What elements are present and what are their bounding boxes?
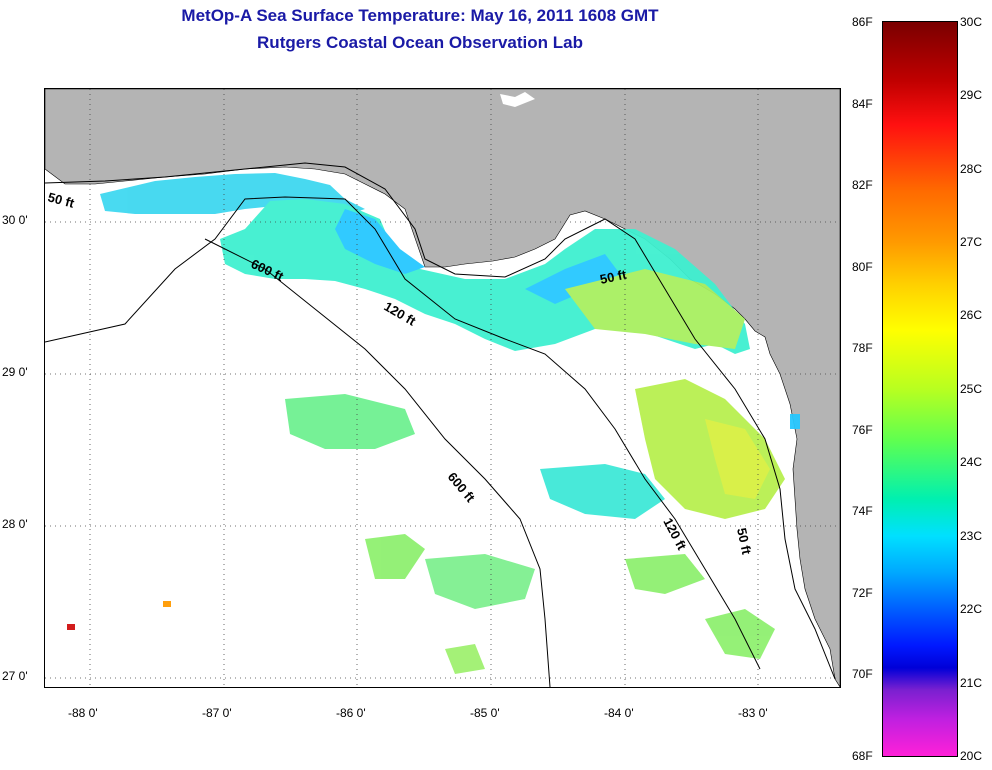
colorbar-c-label: 26C [960, 308, 983, 322]
colorbar-c-label: 25C [960, 382, 983, 396]
colorbar-f-label: 82F [852, 178, 873, 192]
contour-label: 50 ft [734, 527, 754, 557]
colorbar-c-label: 20C [960, 749, 983, 763]
colorbar-c-label: 29C [960, 88, 983, 102]
lat-label: 28 0' [2, 517, 28, 531]
sst-patches [67, 173, 800, 674]
colorbar-c-label: 22C [960, 602, 983, 616]
colorbar-c-label: 30C [960, 15, 983, 29]
colorbar-f-label: 68F [852, 749, 873, 763]
lon-label: -88 0' [68, 706, 98, 720]
contour-label: 120 ft [660, 515, 690, 553]
contour-label: 600 ft [445, 469, 479, 505]
temperature-colorbar [882, 21, 958, 757]
lon-label: -87 0' [202, 706, 232, 720]
colorbar-f-label: 76F [852, 423, 873, 437]
colorbar-f-label: 74F [852, 504, 873, 518]
colorbar-c-label: 28C [960, 162, 983, 176]
colorbar-f-label: 80F [852, 260, 873, 274]
map-subtitle: Rutgers Coastal Ocean Observation Lab [257, 33, 583, 52]
colorbar-c-label: 23C [960, 529, 983, 543]
colorbar-f-label: 86F [852, 15, 873, 29]
contour-label: 50 ft [46, 189, 76, 211]
map-canvas: 50 ft 600 ft 120 ft 50 ft 600 ft 120 ft … [45, 89, 840, 687]
depth-contours [45, 162, 836, 687]
colorbar-f-label: 84F [852, 97, 873, 111]
colorbar-c-label: 24C [960, 455, 983, 469]
map-title: MetOp-A Sea Surface Temperature: May 16,… [181, 6, 659, 25]
colorbar-f-label: 78F [852, 341, 873, 355]
land-area [45, 89, 840, 687]
lon-label: -86 0' [336, 706, 366, 720]
lon-label: -84 0' [604, 706, 634, 720]
lon-label: -83 0' [738, 706, 768, 720]
lon-label: -85 0' [470, 706, 500, 720]
colorbar-f-label: 72F [852, 586, 873, 600]
colorbar-c-label: 27C [960, 235, 983, 249]
lat-label: 29 0' [2, 365, 28, 379]
lat-label: 30 0' [2, 213, 28, 227]
colorbar-f-label: 70F [852, 667, 873, 681]
contour-label: 50 ft [599, 267, 629, 287]
lat-label: 27 0' [2, 669, 28, 683]
colorbar-c-label: 21C [960, 676, 983, 690]
coastal-speck [500, 92, 535, 107]
sst-map: 50 ft 600 ft 120 ft 50 ft 600 ft 120 ft … [44, 88, 841, 688]
